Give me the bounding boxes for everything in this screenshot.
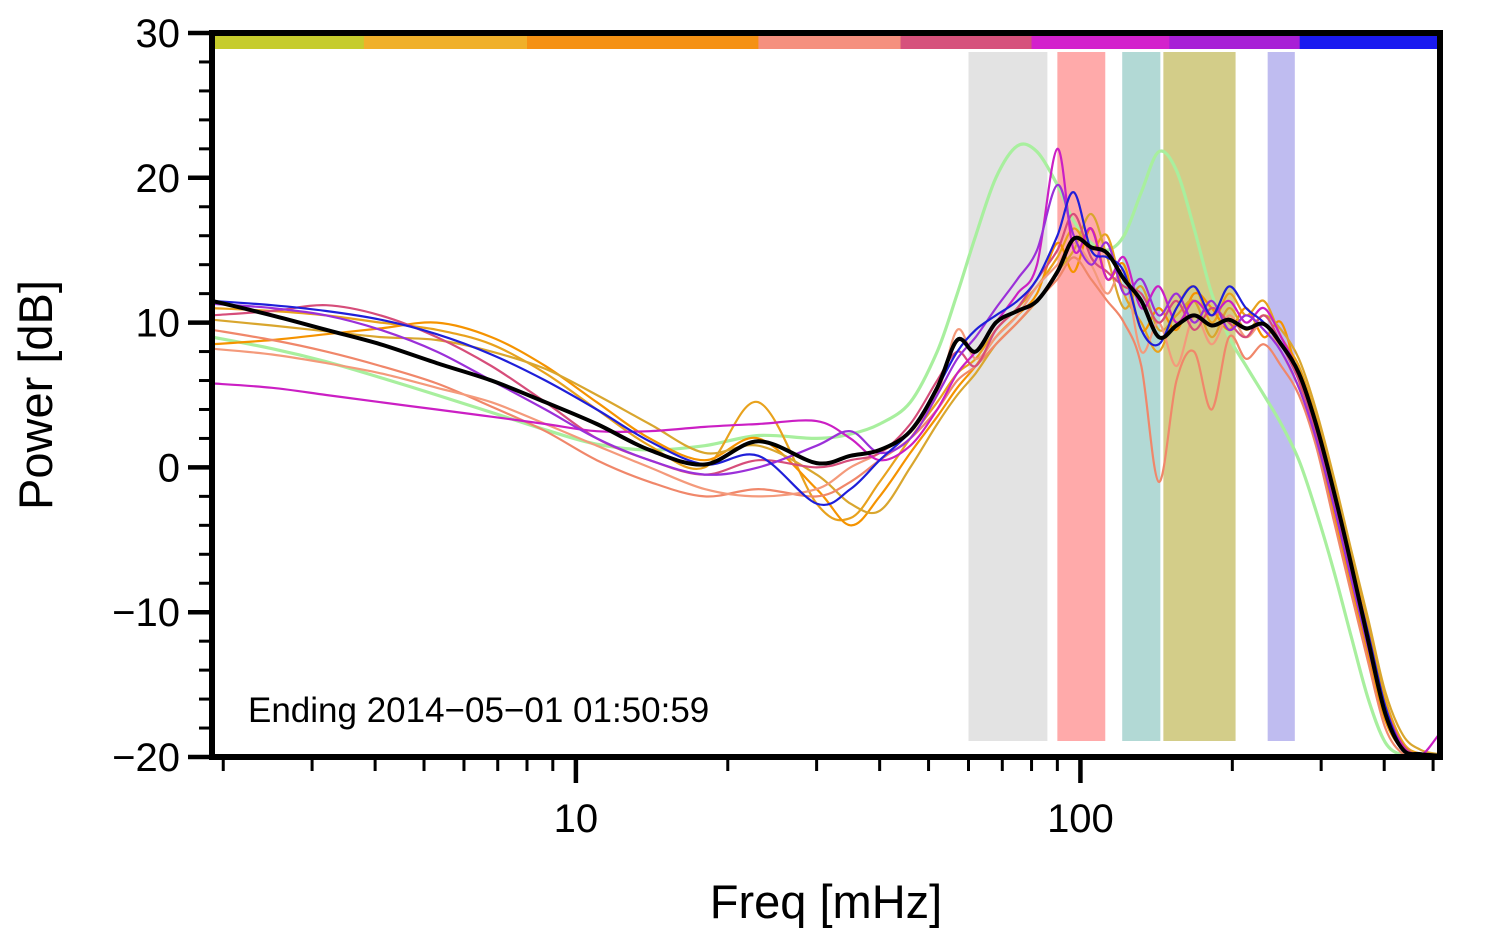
top-color-bar — [212, 36, 1440, 49]
band-lavender — [1267, 52, 1295, 741]
top-bar-segment-0 — [212, 36, 365, 49]
spectrum-mean-black-curve — [212, 235, 1440, 757]
top-bar-segment-6 — [1169, 36, 1301, 49]
spectrum-orange1-curve — [212, 227, 1440, 757]
spectrum-purple-curve — [212, 183, 1440, 757]
top-bar-segment-4 — [900, 36, 1033, 49]
spectrum-blue-curve — [212, 191, 1440, 757]
top-bar-segment-7 — [1299, 36, 1440, 49]
band-teal — [1122, 52, 1161, 741]
top-bar-segment-1 — [363, 36, 529, 49]
top-bar-segment-3 — [758, 36, 902, 49]
ending-time-annotation: Ending 2014−05−01 01:50:59 — [248, 691, 709, 730]
spectra-curves — [212, 142, 1440, 757]
y-tick-label: 0 — [158, 446, 180, 490]
band-gray — [968, 52, 1048, 741]
x-tick-label: 100 — [1047, 797, 1114, 841]
top-bar-segment-2 — [527, 36, 760, 49]
y-tick-label: 30 — [136, 12, 181, 56]
y-tick-label: −20 — [112, 736, 180, 780]
y-axis-title: Power [dB] — [9, 280, 62, 510]
spectrum-amber-curve — [212, 212, 1440, 756]
spectrum-green-curve — [212, 142, 1440, 757]
y-tick-label: 10 — [136, 302, 181, 346]
spectrum-magenta-curve — [212, 147, 1440, 757]
x-axis-title: Freq [mHz] — [710, 875, 942, 928]
y-tick-label: 20 — [136, 157, 181, 201]
x-tick-label: 10 — [554, 797, 599, 841]
spectrum-salmon1-curve — [212, 256, 1440, 757]
frequency-bands — [968, 52, 1295, 741]
axes-frame-and-ticks — [188, 30, 1443, 783]
band-red — [1057, 52, 1106, 741]
plot-frame — [209, 30, 1443, 760]
y-tick-label: −10 — [112, 591, 180, 635]
top-bar-segment-5 — [1031, 36, 1171, 49]
